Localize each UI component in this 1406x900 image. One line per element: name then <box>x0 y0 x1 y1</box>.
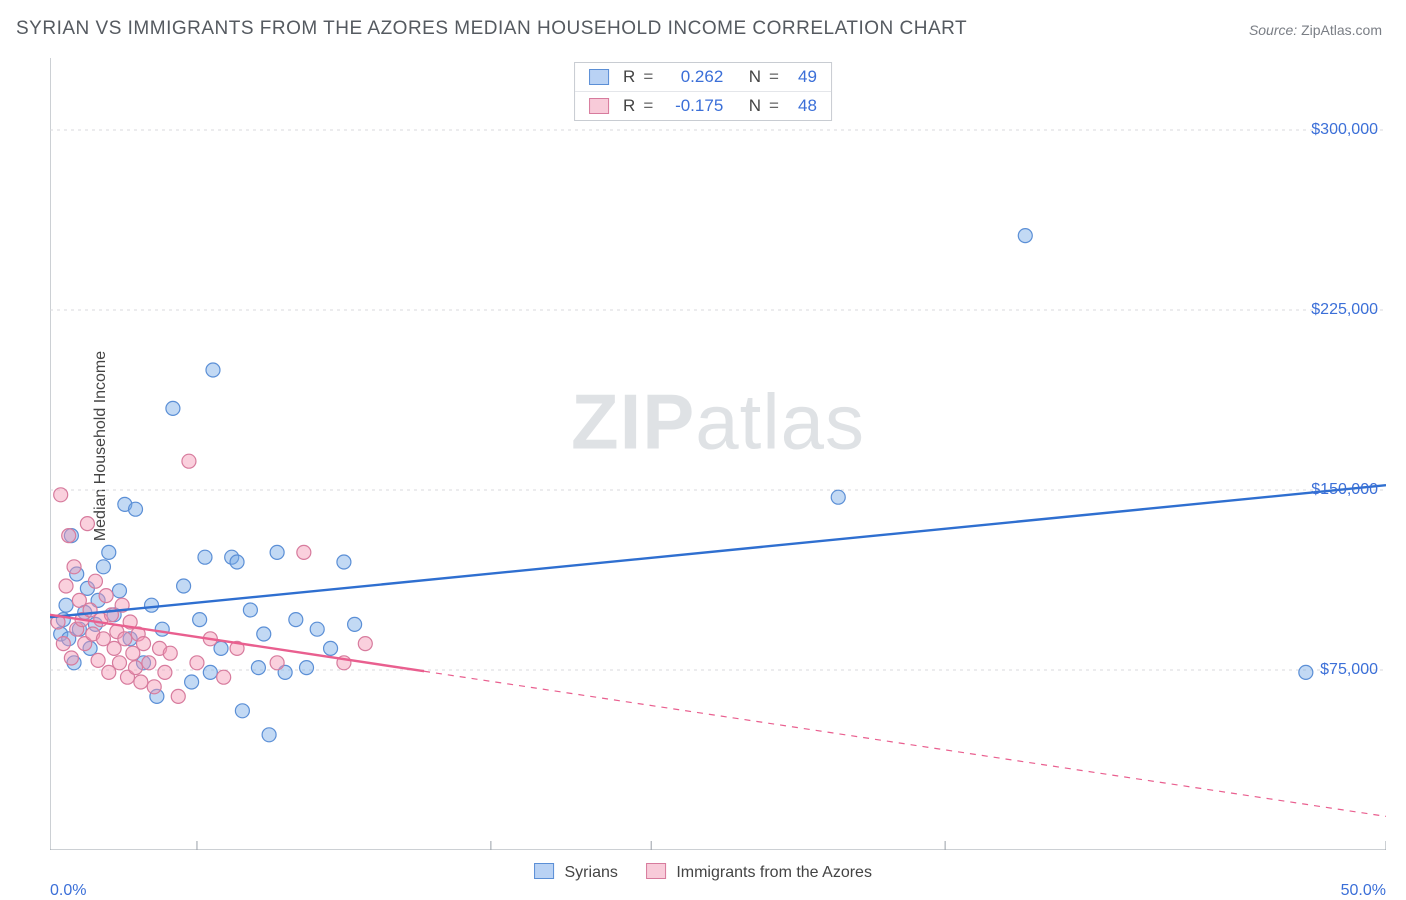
chart-title: SYRIAN VS IMMIGRANTS FROM THE AZORES MED… <box>16 18 967 40</box>
legend-label-azores: Immigrants from the Azores <box>676 864 872 881</box>
stat-N-label: N <box>749 67 761 87</box>
legend-label-syrians: Syrians <box>565 864 618 881</box>
stat-R-syrians: 0.262 <box>661 67 723 87</box>
chart-area: ZIPatlas <box>50 58 1386 850</box>
x-axis-max: 50.0% <box>1341 882 1386 900</box>
scatter-plot-svg <box>50 58 1386 850</box>
equals-sign: = <box>769 96 779 116</box>
stat-R-label: R <box>623 67 635 87</box>
swatch-blue-icon <box>534 863 554 879</box>
swatch-pink-icon <box>589 98 609 114</box>
swatch-blue-icon <box>589 69 609 85</box>
stat-N-syrians: 49 <box>787 67 817 87</box>
y-tick-label: $300,000 <box>1311 121 1378 139</box>
source-value: ZipAtlas.com <box>1301 22 1382 38</box>
source-label: Source: <box>1249 22 1297 38</box>
legend-item-syrians: Syrians <box>534 863 618 882</box>
stat-N-azores: 48 <box>787 96 817 116</box>
x-axis-min: 0.0% <box>50 882 86 900</box>
equals-sign: = <box>769 67 779 87</box>
y-tick-label: $150,000 <box>1311 481 1378 499</box>
equals-sign: = <box>643 67 653 87</box>
legend-row-syrians: R = 0.262 N = 49 <box>575 63 831 91</box>
correlation-legend: R = 0.262 N = 49 R = -0.175 N = 48 <box>574 62 832 121</box>
stat-N-label: N <box>749 96 761 116</box>
stat-R-label: R <box>623 96 635 116</box>
bottom-legend: Syrians Immigrants from the Azores <box>534 863 872 882</box>
legend-row-azores: R = -0.175 N = 48 <box>575 91 831 120</box>
stat-R-azores: -0.175 <box>661 96 723 116</box>
legend-item-azores: Immigrants from the Azores <box>646 863 872 882</box>
equals-sign: = <box>643 96 653 116</box>
source-attribution: Source: ZipAtlas.com <box>1249 22 1382 38</box>
swatch-pink-icon <box>646 863 666 879</box>
y-tick-label: $225,000 <box>1311 301 1378 319</box>
y-tick-label: $75,000 <box>1320 661 1378 679</box>
